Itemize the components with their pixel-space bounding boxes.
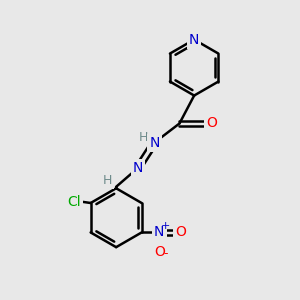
- Text: O: O: [206, 116, 217, 130]
- Text: -: -: [164, 247, 168, 260]
- Text: +: +: [161, 221, 170, 231]
- Text: Cl: Cl: [68, 194, 81, 208]
- Text: N: N: [133, 161, 143, 175]
- Text: N: N: [149, 136, 160, 150]
- Text: N: N: [189, 33, 200, 46]
- Text: O: O: [154, 244, 165, 259]
- Text: H: H: [103, 174, 112, 187]
- Text: O: O: [176, 225, 186, 239]
- Text: H: H: [139, 131, 148, 144]
- Text: N: N: [154, 225, 164, 239]
